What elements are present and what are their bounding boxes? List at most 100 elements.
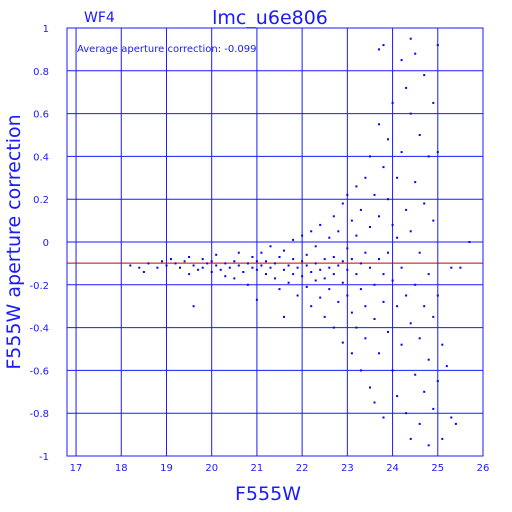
data-point	[210, 260, 213, 263]
data-point	[341, 281, 344, 284]
data-point	[201, 266, 204, 269]
data-point	[454, 422, 457, 425]
data-point	[427, 444, 430, 447]
data-point	[346, 268, 349, 271]
data-point	[305, 285, 308, 288]
data-point	[373, 193, 376, 196]
data-point	[391, 223, 394, 226]
data-point	[328, 288, 331, 291]
data-point	[409, 37, 412, 40]
data-point	[138, 266, 141, 269]
data-point	[378, 123, 380, 126]
data-point	[391, 101, 394, 104]
data-point	[364, 305, 367, 308]
data-point	[427, 273, 430, 276]
data-point	[219, 268, 222, 271]
y-tick-label: -0.8	[29, 409, 49, 420]
data-point	[409, 437, 412, 440]
panel-label: WF4	[84, 10, 115, 26]
data-point	[161, 260, 163, 263]
data-point	[301, 260, 304, 263]
data-point	[432, 101, 435, 104]
data-point	[423, 202, 426, 205]
data-point	[314, 279, 317, 282]
data-point	[373, 401, 376, 404]
data-point	[251, 266, 254, 269]
y-tick-label: 0.4	[33, 152, 49, 163]
data-point	[292, 238, 295, 241]
data-point	[373, 283, 376, 286]
y-axis-label: F555W aperture correction	[3, 114, 25, 369]
data-point	[147, 262, 150, 265]
data-point	[414, 181, 417, 184]
data-point	[328, 266, 331, 269]
data-point	[233, 277, 236, 280]
data-point	[332, 273, 335, 276]
data-point	[301, 234, 304, 237]
data-point	[287, 281, 290, 284]
data-point	[179, 266, 181, 269]
data-point	[378, 352, 380, 355]
data-point	[319, 223, 322, 226]
data-point	[346, 193, 349, 196]
data-point	[369, 155, 371, 158]
data-point	[341, 260, 344, 263]
data-point	[296, 294, 299, 297]
data-point	[378, 258, 380, 261]
data-point	[233, 260, 236, 263]
data-point	[364, 251, 367, 254]
y-tick-label: -0.6	[29, 366, 49, 377]
data-point	[423, 305, 426, 308]
data-point	[436, 44, 439, 47]
data-point	[296, 266, 299, 269]
data-point	[382, 166, 385, 169]
data-point	[165, 264, 168, 267]
data-point	[310, 305, 313, 308]
data-point	[283, 249, 285, 252]
y-tick-label: 0	[43, 238, 49, 249]
data-point	[405, 208, 408, 211]
data-point	[373, 318, 376, 320]
data-point	[337, 230, 340, 233]
data-point	[287, 264, 290, 267]
data-point	[391, 369, 394, 372]
data-point	[468, 241, 471, 243]
data-point	[337, 300, 340, 303]
data-point	[278, 288, 281, 291]
data-point	[382, 44, 385, 47]
data-point	[414, 283, 417, 286]
data-point	[269, 266, 272, 269]
data-point	[436, 151, 439, 154]
x-axis-label: F555W	[235, 483, 301, 505]
data-point	[423, 74, 426, 77]
data-point	[224, 275, 227, 278]
data-point	[359, 208, 362, 211]
data-point	[215, 264, 218, 267]
data-point	[459, 266, 462, 269]
data-point	[292, 273, 295, 276]
data-point	[369, 386, 371, 389]
data-point	[305, 253, 308, 256]
data-point	[265, 273, 267, 276]
y-tick-label: 0.2	[33, 195, 49, 206]
chart-title: lmc_u6e806	[212, 7, 328, 29]
data-point	[355, 273, 358, 276]
data-point	[369, 266, 371, 269]
y-tick-label: -1	[39, 452, 49, 463]
data-point	[405, 412, 408, 415]
data-point	[246, 262, 249, 265]
y-tick-labels: -1 -0.8 -0.6 -0.4 -0.2 0 0.2 0.4 0.6 0.8 1	[29, 24, 49, 463]
data-point	[283, 315, 285, 318]
data-point	[418, 422, 421, 425]
chart-annotation: Average aperture correction: -0.099	[77, 44, 257, 55]
data-point	[319, 268, 322, 271]
data-point	[391, 279, 394, 282]
data-point	[255, 268, 258, 271]
data-point	[409, 230, 412, 233]
data-points	[129, 37, 471, 447]
data-point	[387, 198, 389, 201]
data-point	[215, 253, 218, 256]
data-point	[260, 264, 263, 267]
data-point	[332, 215, 335, 218]
data-point	[142, 271, 145, 273]
